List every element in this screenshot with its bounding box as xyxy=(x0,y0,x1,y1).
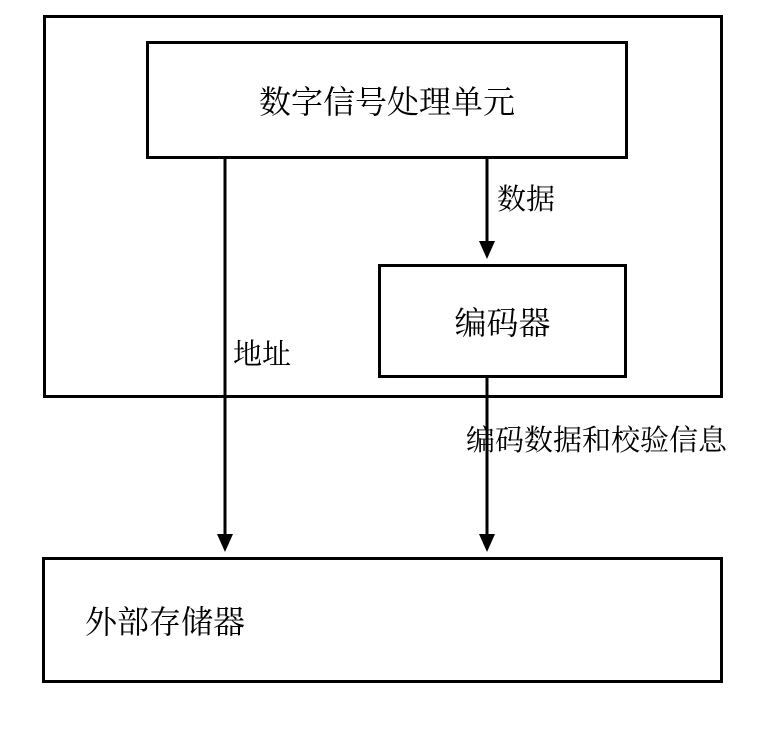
encoded-data-edge-label: 编码数据和校验信息 xyxy=(466,418,727,459)
address-edge-label: 地址 xyxy=(233,332,291,373)
dsp-unit-node: 数字信号处理单元 xyxy=(146,41,628,159)
dsp-unit-label: 数字信号处理单元 xyxy=(259,77,515,123)
encoder-label: 编码器 xyxy=(454,298,550,344)
external-memory-node: 外部存储器 xyxy=(42,557,723,683)
external-memory-label: 外部存储器 xyxy=(85,597,245,643)
encoder-node: 编码器 xyxy=(378,264,627,378)
data-edge-label: 数据 xyxy=(497,177,555,218)
